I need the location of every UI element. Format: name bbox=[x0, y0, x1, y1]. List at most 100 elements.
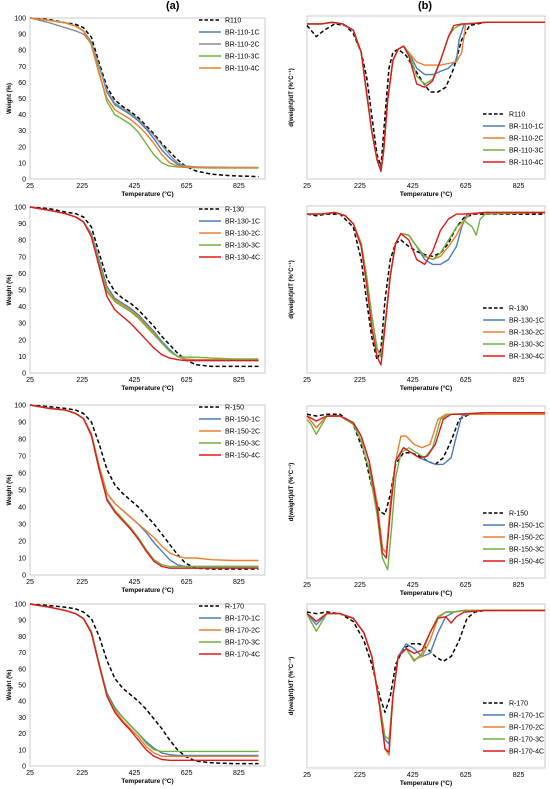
chart-a4-xlabel: Temperature (°C) bbox=[121, 777, 173, 785]
chart-b3-ylabel: d(weight)/dT (%°C⁻¹) bbox=[288, 463, 295, 522]
chart-a1-xtick-3: 625 bbox=[181, 183, 193, 190]
chart-a2-series-4 bbox=[29, 206, 259, 362]
chart-b4-series-3 bbox=[306, 609, 545, 740]
chart-a4-ytick-10: 100 bbox=[14, 602, 26, 609]
chart-b1-plot-frame bbox=[306, 15, 546, 180]
chart-a3-ytick-5: 50 bbox=[18, 488, 26, 495]
chart-a3-series-4 bbox=[29, 404, 259, 569]
chart-a2-xtick-1: 225 bbox=[76, 377, 88, 384]
chart-a1-legend-label-0: R110 bbox=[225, 18, 241, 25]
chart-b1-legend-label-4: BR-110-4C bbox=[509, 160, 544, 167]
chart-b4-series-2 bbox=[306, 609, 545, 756]
chart-b1-legend-label-2: BR-110-2C bbox=[509, 136, 544, 143]
chart-a2-ytick-1: 10 bbox=[18, 354, 26, 361]
chart-b1-xtick-0: 25 bbox=[303, 183, 311, 190]
chart-b1-xtick-1: 225 bbox=[354, 183, 366, 190]
chart-a1-series-4 bbox=[29, 17, 259, 169]
chart-a4-ytick-8: 80 bbox=[18, 634, 26, 641]
chart-b2-plot-frame bbox=[306, 205, 546, 374]
chart-a2-ytick-7: 70 bbox=[18, 254, 26, 261]
chart-a3-xlabel: Temperature (°C) bbox=[121, 586, 173, 594]
chart-a4-legend-label-1: BR-170-1C bbox=[225, 616, 260, 623]
chart-b1-series-4 bbox=[307, 21, 545, 172]
chart-a3-ytick-8: 80 bbox=[18, 437, 26, 444]
chart-b4-xtick-3: 625 bbox=[460, 772, 472, 779]
chart-b2-legend-label-1: BR-130-1C bbox=[509, 318, 544, 325]
chart-a2-xtick-4: 825 bbox=[233, 377, 245, 384]
chart-a3-plot-frame bbox=[29, 404, 266, 576]
chart-a4-series-3 bbox=[29, 603, 259, 753]
chart-a3-ytick-4: 40 bbox=[18, 505, 26, 512]
chart-a3-ytick-1: 10 bbox=[18, 556, 26, 563]
chart-a1-legend-label-2: BR-110-2C bbox=[225, 42, 260, 49]
chart-a4-series-4 bbox=[29, 603, 259, 761]
chart-b2-series-4 bbox=[307, 211, 545, 366]
chart-b1-legend-label-1: BR-110-1C bbox=[509, 124, 544, 131]
chart-a1-plot-frame bbox=[29, 17, 266, 180]
chart-a3-legend-label-0: R-150 bbox=[225, 405, 244, 412]
chart-b2-xtick-4: 825 bbox=[513, 377, 525, 384]
chart-b3-legend-label-1: BR-150-1C bbox=[509, 523, 544, 530]
chart-b2-xlabel: Temperature (°C) bbox=[400, 384, 452, 392]
chart-a4-ytick-9: 90 bbox=[18, 618, 26, 625]
chart-a1-ytick-7: 70 bbox=[18, 64, 26, 71]
chart-b4-xlabel: Temperature (°C) bbox=[400, 779, 452, 787]
chart-b4-series-4 bbox=[306, 609, 545, 753]
chart-b3-legend-label-3: BR-150-3C bbox=[509, 547, 544, 554]
chart-b4-xtick-2: 425 bbox=[407, 772, 419, 779]
chart-b3-legend-label-0: R-150 bbox=[509, 511, 528, 518]
chart-a4-ytick-6: 60 bbox=[18, 666, 26, 673]
chart-a1-xtick-2: 425 bbox=[129, 183, 141, 190]
chart-b1-xtick-3: 625 bbox=[460, 183, 472, 190]
chart-b2-legend-label-4: BR-130-4C bbox=[509, 354, 544, 361]
chart-a1-legend-label-1: BR-110-1C bbox=[225, 30, 260, 37]
chart-a1-ytick-2: 20 bbox=[18, 144, 26, 151]
chart-b2-legend-label-2: BR-130-2C bbox=[509, 330, 544, 337]
chart-a3-ytick-10: 100 bbox=[14, 403, 26, 410]
chart-a1-ytick-8: 80 bbox=[18, 48, 26, 55]
chart-a2-ytick-0: 0 bbox=[22, 371, 26, 378]
chart-b1-series-0 bbox=[306, 21, 545, 168]
chart-a3-legend-label-4: BR-150-4C bbox=[225, 453, 260, 460]
chart-a2-ytick-5: 50 bbox=[18, 288, 26, 295]
chart-b2-xtick-2: 425 bbox=[407, 377, 419, 384]
chart-a3-legend-label-3: BR-150-3C bbox=[225, 441, 260, 448]
chart-a4-plot-frame bbox=[29, 603, 266, 767]
chart-a1-ytick-5: 50 bbox=[18, 96, 26, 103]
chart-b2-ylabel: d(weight)/dT (%°C⁻¹) bbox=[288, 260, 295, 319]
chart-a3-ytick-2: 20 bbox=[18, 539, 26, 546]
chart-b1-legend-label-0: R110 bbox=[509, 112, 525, 119]
chart-a2-ytick-6: 60 bbox=[18, 271, 26, 278]
chart-b4-legend-label-2: BR-170-2C bbox=[509, 725, 544, 732]
chart-b3-xtick-4: 825 bbox=[513, 582, 525, 589]
chart-b4-plot-frame bbox=[306, 603, 546, 769]
chart-a4-ytick-7: 70 bbox=[18, 650, 26, 657]
chart-a3-xtick-1: 225 bbox=[76, 579, 88, 586]
chart-a2-plot-frame bbox=[29, 206, 266, 374]
chart-a3-ytick-9: 90 bbox=[18, 420, 26, 427]
chart-a1-ytick-9: 90 bbox=[18, 32, 26, 39]
chart-a3-xtick-0: 25 bbox=[26, 579, 34, 586]
chart-a4-ylabel: Weight (%) bbox=[7, 670, 13, 701]
chart-b3-xtick-1: 225 bbox=[354, 582, 366, 589]
chart-a2-ytick-4: 40 bbox=[18, 304, 26, 311]
chart-b2-xtick-0: 25 bbox=[303, 377, 311, 384]
chart-a4-xtick-4: 825 bbox=[233, 770, 245, 777]
chart-a1-series-3 bbox=[29, 17, 259, 169]
chart-a1-ytick-3: 30 bbox=[18, 128, 26, 135]
chart-b3-xtick-2: 425 bbox=[407, 582, 419, 589]
chart-a3-ylabel: Weight (%) bbox=[7, 475, 13, 506]
chart-a4-legend-label-3: BR-170-3C bbox=[225, 640, 260, 647]
chart-a1-series-2 bbox=[29, 17, 259, 169]
chart-b4-series-0 bbox=[306, 609, 545, 714]
chart-a3-legend-label-1: BR-150-1C bbox=[225, 417, 260, 424]
chart-b1-ylabel: d(weight)/dT (%°C⁻¹) bbox=[288, 68, 295, 127]
chart-b2-legend-label-0: R-130 bbox=[509, 306, 528, 313]
chart-a3-ytick-0: 0 bbox=[22, 573, 26, 580]
chart-a4-ytick-2: 20 bbox=[18, 731, 26, 738]
chart-b4-xtick-1: 225 bbox=[354, 772, 366, 779]
chart-a4-xtick-1: 225 bbox=[76, 770, 88, 777]
chart-a4-ytick-4: 40 bbox=[18, 699, 26, 706]
chart-b3-series-4 bbox=[306, 412, 545, 559]
